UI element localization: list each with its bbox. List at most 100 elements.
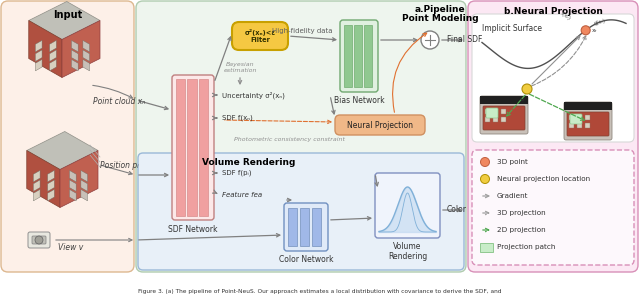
Text: Bias Network: Bias Network — [333, 96, 384, 105]
Text: Neural projection location: Neural projection location — [497, 176, 590, 182]
Polygon shape — [33, 180, 40, 191]
Polygon shape — [83, 50, 90, 61]
Polygon shape — [29, 21, 62, 77]
Polygon shape — [70, 170, 76, 182]
Bar — [569, 115, 574, 120]
Text: Photometric consistency constraint: Photometric consistency constraint — [234, 138, 346, 143]
Bar — [585, 123, 590, 128]
FancyBboxPatch shape — [172, 75, 214, 220]
Text: Projection patch: Projection patch — [497, 244, 556, 250]
Polygon shape — [81, 190, 88, 201]
Bar — [312, 208, 321, 246]
Polygon shape — [70, 180, 76, 191]
Polygon shape — [47, 170, 54, 182]
FancyBboxPatch shape — [32, 236, 46, 244]
Bar — [493, 109, 498, 114]
Polygon shape — [60, 150, 98, 208]
Text: SDF f(pᵢ): SDF f(pᵢ) — [222, 170, 252, 176]
Polygon shape — [72, 60, 78, 71]
Text: Color: Color — [447, 205, 467, 214]
Text: View v: View v — [58, 243, 83, 252]
Text: High-fidelity data: High-fidelity data — [272, 28, 332, 34]
Bar — [480, 243, 493, 252]
Text: Bayesian
estimation: Bayesian estimation — [223, 62, 257, 73]
Bar — [501, 117, 506, 122]
Polygon shape — [35, 40, 42, 52]
Bar — [300, 208, 309, 246]
FancyBboxPatch shape — [486, 108, 498, 118]
Text: a.Pipeline: a.Pipeline — [415, 5, 465, 14]
Circle shape — [421, 31, 439, 49]
Bar — [577, 123, 582, 128]
Circle shape — [481, 175, 490, 184]
FancyBboxPatch shape — [483, 106, 525, 130]
Text: Uncertainty σ²(xₙ): Uncertainty σ²(xₙ) — [222, 91, 285, 99]
Bar — [485, 117, 490, 122]
Polygon shape — [47, 190, 54, 201]
Circle shape — [581, 26, 590, 35]
Circle shape — [522, 84, 532, 94]
FancyBboxPatch shape — [468, 1, 638, 272]
FancyBboxPatch shape — [480, 96, 528, 134]
Bar — [288, 208, 297, 246]
Polygon shape — [83, 40, 90, 52]
FancyBboxPatch shape — [472, 150, 634, 265]
Bar — [577, 115, 582, 120]
FancyBboxPatch shape — [567, 112, 609, 136]
FancyBboxPatch shape — [375, 173, 440, 238]
Text: 2D projection: 2D projection — [497, 227, 546, 233]
FancyBboxPatch shape — [136, 1, 466, 272]
Circle shape — [35, 236, 43, 244]
Polygon shape — [50, 50, 56, 61]
Text: 3D point: 3D point — [497, 159, 528, 165]
Polygon shape — [47, 180, 54, 191]
Bar — [569, 123, 574, 128]
FancyBboxPatch shape — [138, 153, 464, 270]
Text: xᵣ: xᵣ — [519, 97, 525, 102]
Text: f(xᵣ): f(xᵣ) — [560, 11, 572, 22]
Polygon shape — [27, 132, 98, 170]
Text: b.Neural Projection: b.Neural Projection — [504, 7, 602, 16]
Polygon shape — [81, 180, 88, 191]
Bar — [501, 109, 506, 114]
Text: Volume Rendering: Volume Rendering — [202, 158, 295, 167]
Text: xᵣ: xᵣ — [591, 28, 597, 33]
Bar — [493, 117, 498, 122]
Text: SDF Network: SDF Network — [168, 225, 218, 234]
Text: Point Modeling: Point Modeling — [402, 14, 478, 23]
Bar — [364, 25, 372, 87]
Text: Feature fea: Feature fea — [222, 192, 262, 198]
FancyBboxPatch shape — [570, 114, 582, 124]
FancyBboxPatch shape — [284, 203, 328, 251]
Bar — [485, 109, 490, 114]
Polygon shape — [33, 170, 40, 182]
Polygon shape — [50, 60, 56, 71]
Bar — [585, 115, 590, 120]
FancyBboxPatch shape — [28, 232, 50, 248]
Text: Input: Input — [53, 10, 83, 20]
FancyBboxPatch shape — [1, 1, 134, 272]
Text: SDF f(xₙ): SDF f(xₙ) — [222, 115, 253, 121]
Polygon shape — [72, 50, 78, 61]
Bar — [564, 102, 612, 110]
Bar — [480, 96, 528, 104]
Text: Final SDF: Final SDF — [447, 36, 483, 45]
FancyBboxPatch shape — [335, 115, 425, 135]
Polygon shape — [70, 190, 76, 201]
Text: Volume
Rendering: Volume Rendering — [388, 242, 427, 261]
Polygon shape — [27, 150, 60, 208]
Bar — [176, 79, 186, 216]
Text: Point cloud xₙ: Point cloud xₙ — [93, 97, 145, 106]
Polygon shape — [29, 1, 100, 39]
Polygon shape — [62, 21, 100, 77]
Text: g(sᵣ): g(sᵣ) — [594, 18, 607, 26]
Polygon shape — [83, 60, 90, 71]
Text: Neural Projection: Neural Projection — [347, 120, 413, 129]
Text: Gradient: Gradient — [497, 193, 529, 199]
Text: Color Network: Color Network — [279, 255, 333, 264]
Polygon shape — [72, 40, 78, 52]
Bar — [198, 79, 208, 216]
Text: Figure 3. (a) The pipeline of Point-NeuS. Our approach estimates a local distrib: Figure 3. (a) The pipeline of Point-NeuS… — [138, 289, 502, 294]
Polygon shape — [35, 50, 42, 61]
Polygon shape — [50, 40, 56, 52]
